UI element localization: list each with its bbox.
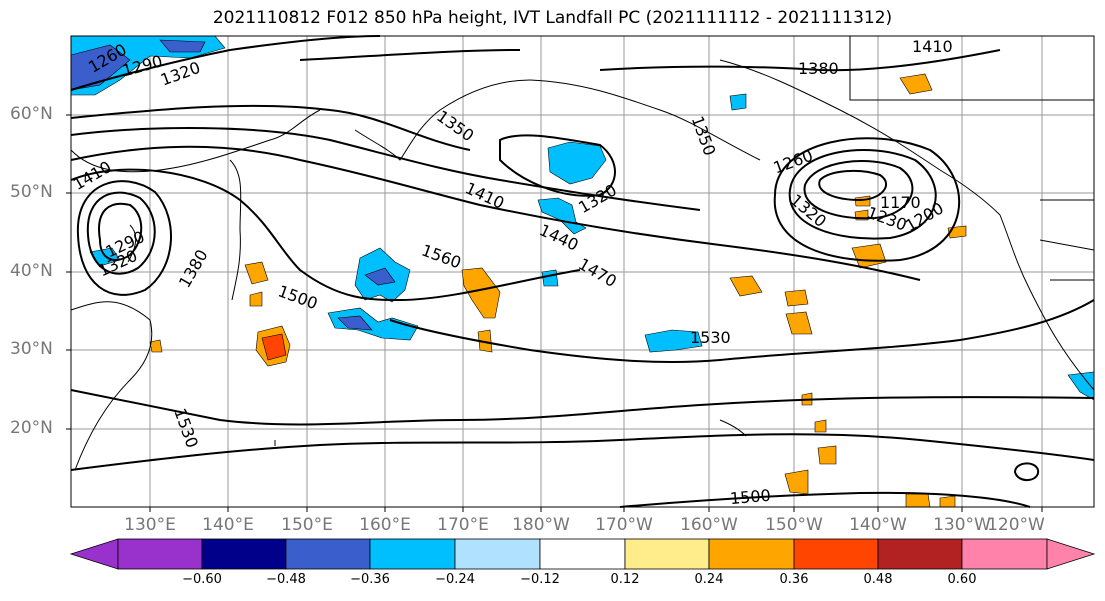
lat-label: 20°N: [10, 418, 53, 438]
lon-label: 160°E: [359, 515, 411, 535]
colorbar-tick-label: −0.60: [182, 572, 222, 587]
colorbar-tick-label: −0.48: [266, 572, 306, 587]
ivt-shading: [70, 35, 1095, 508]
lon-label: 170°W: [595, 515, 653, 535]
colorbar-tick-label: −0.12: [520, 572, 560, 587]
lon-label: 180°W: [512, 515, 570, 535]
lon-label: 170°E: [437, 515, 489, 535]
lat-label: 40°N: [10, 261, 53, 281]
colorbar-tick-label: 0.36: [779, 572, 809, 587]
contour-label: 1170: [880, 193, 921, 212]
colorbar-tick-label: 0.24: [694, 572, 724, 587]
coastlines: [70, 36, 1095, 471]
lat-label: 50°N: [10, 182, 53, 202]
colorbar-tick-label: −0.36: [350, 572, 390, 587]
colorbar-max-extend: [1046, 538, 1096, 570]
colorbar-tick-label: 0.12: [610, 572, 640, 587]
lon-label: 120°W: [987, 515, 1045, 535]
lon-label: 160°W: [680, 515, 738, 535]
colorbar-tick-label: −0.24: [435, 572, 475, 587]
colorbar-min-extend: [69, 538, 119, 570]
lon-label: 150°W: [765, 515, 823, 535]
contour-label: 1500: [729, 486, 771, 508]
lat-label: 60°N: [10, 104, 53, 124]
height-contours: [70, 35, 1095, 508]
colorbar: [69, 538, 1096, 570]
contour-label: 1380: [798, 59, 839, 78]
lat-label: 30°N: [10, 339, 53, 359]
lon-label: 150°E: [281, 515, 333, 535]
lon-label: 140°E: [202, 515, 254, 535]
colorbar-tick-label: 0.60: [947, 572, 977, 587]
graticule: [71, 36, 1094, 507]
lon-label: 130°E: [124, 515, 176, 535]
map-title: 2021110812 F012 850 hPa height, IVT Land…: [212, 8, 893, 28]
contour-label: 1530: [690, 328, 731, 347]
contour-label: 1410: [912, 37, 953, 56]
lon-label: 130°W: [933, 515, 991, 535]
colorbar-tick-label: 0.48: [863, 572, 893, 587]
lon-label: 140°W: [849, 515, 907, 535]
